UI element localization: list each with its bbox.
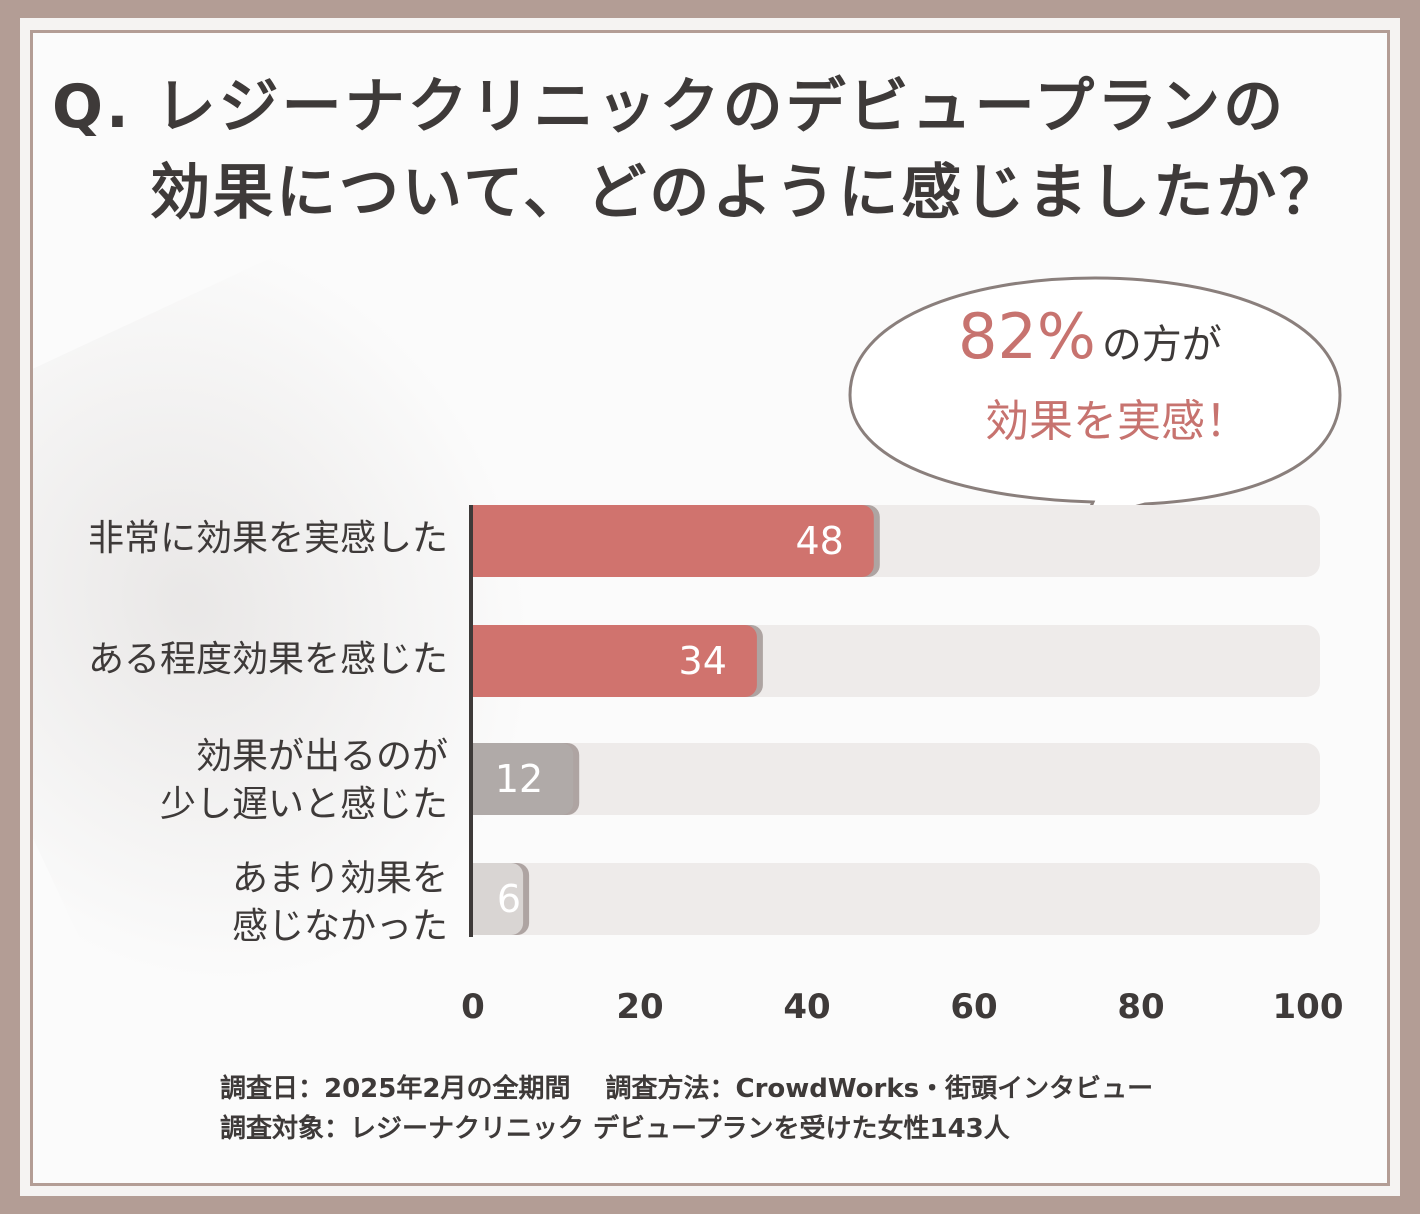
question-title: Q. レジーナクリニックのデビュープランの 効果について、どのように感じましたか… bbox=[52, 64, 1382, 236]
bar bbox=[473, 505, 874, 577]
bar-value-label: 48 bbox=[795, 519, 843, 563]
x-tick-label: 40 bbox=[783, 987, 830, 1027]
callout-percent: 82% bbox=[958, 300, 1096, 373]
callout-suffix: の方が bbox=[1101, 322, 1222, 368]
x-tick-label: 80 bbox=[1117, 987, 1164, 1027]
survey-info-line-1: 調査日：2025年2月の全期間 調査方法：CrowdWorks・街頭インタビュー bbox=[220, 1074, 1154, 1104]
outer-frame bbox=[20, 18, 1400, 1196]
bar-value-label: 6 bbox=[497, 877, 521, 921]
bar-value-label: 12 bbox=[495, 757, 543, 801]
bar bbox=[473, 625, 757, 697]
category-label: 効果が出るのが 少し遅いと感じた bbox=[159, 736, 448, 825]
bar-track bbox=[473, 743, 1320, 815]
x-tick-label: 100 bbox=[1273, 987, 1344, 1027]
bar-value-label: 34 bbox=[679, 639, 727, 683]
survey-info-line-2: 調査対象：レジーナクリニック デビュープランを受けた女性143人 bbox=[220, 1114, 1010, 1144]
category-label: ある程度効果を感じた bbox=[87, 639, 448, 680]
bar-left-edge bbox=[473, 625, 493, 697]
x-tick-label: 0 bbox=[461, 987, 485, 1027]
bar-left-edge bbox=[473, 863, 493, 935]
bar-left-edge bbox=[473, 505, 493, 577]
category-label: あまり効果を 感じなかった bbox=[231, 858, 448, 947]
inner-frame bbox=[30, 30, 1390, 1186]
x-tick-label: 60 bbox=[950, 987, 997, 1027]
category-label: 非常に効果を実感した bbox=[87, 518, 448, 559]
bar bbox=[473, 743, 574, 815]
bar-track bbox=[473, 863, 1320, 935]
title-line-1: Q. レジーナクリニックのデビュープランの bbox=[52, 72, 1287, 142]
callout-line-2: 効果を実感！ bbox=[985, 396, 1249, 447]
bar-left-edge bbox=[473, 743, 493, 815]
x-tick-label: 20 bbox=[616, 987, 663, 1027]
title-line-2: 効果について、どのように感じましたか？ bbox=[150, 158, 1343, 228]
callout-headline: 82% の方が bbox=[958, 300, 1222, 373]
